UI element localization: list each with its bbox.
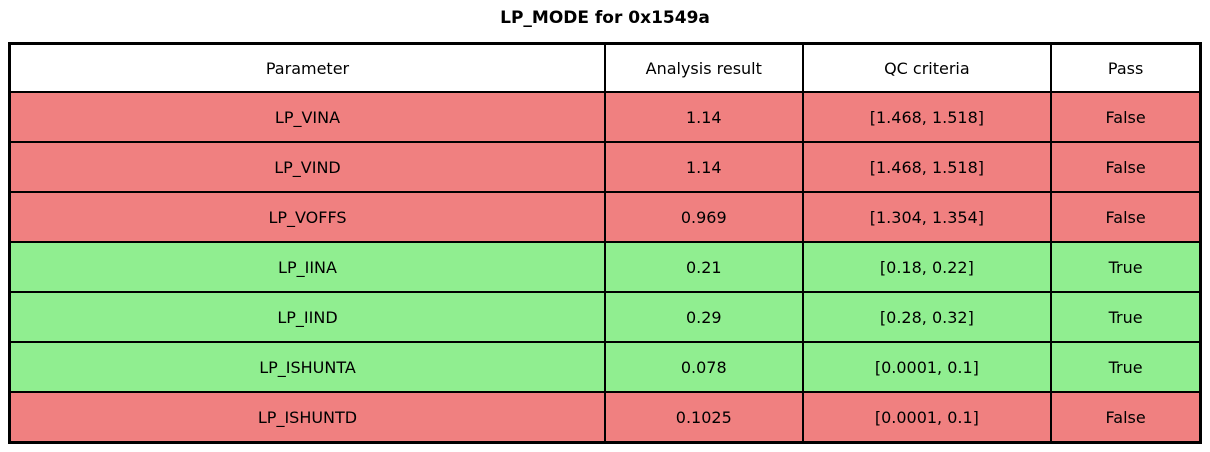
- result-cell: 0.21: [605, 242, 803, 292]
- parameter-cell: LP_IIND: [10, 292, 605, 342]
- result-cell: 1.14: [605, 92, 803, 142]
- column-header-parameter: Parameter: [10, 44, 605, 92]
- header-row: Parameter Analysis result QC criteria Pa…: [10, 44, 1200, 92]
- result-cell: 0.29: [605, 292, 803, 342]
- pass-cell: False: [1051, 92, 1200, 142]
- result-cell: 0.078: [605, 342, 803, 392]
- page-title: LP_MODE for 0x1549a: [500, 8, 710, 28]
- parameter-cell: LP_VOFFS: [10, 192, 605, 242]
- criteria-cell: [0.0001, 0.1]: [802, 342, 1052, 392]
- criteria-cell: [1.468, 1.518]: [802, 92, 1052, 142]
- criteria-cell: [1.468, 1.518]: [802, 142, 1052, 192]
- parameter-cell: LP_IINA: [10, 242, 605, 292]
- table-row: LP_VINA 1.14 [1.468, 1.518] False: [10, 92, 1200, 142]
- column-header-qc-criteria: QC criteria: [802, 44, 1052, 92]
- table-header: Parameter Analysis result QC criteria Pa…: [10, 44, 1200, 92]
- column-header-pass: Pass: [1051, 44, 1200, 92]
- parameter-cell: LP_ISHUNTD: [10, 392, 605, 442]
- table-row: LP_VOFFS 0.969 [1.304, 1.354] False: [10, 192, 1200, 242]
- parameter-cell: LP_ISHUNTA: [10, 342, 605, 392]
- criteria-cell: [1.304, 1.354]: [802, 192, 1052, 242]
- parameter-cell: LP_VIND: [10, 142, 605, 192]
- result-cell: 1.14: [605, 142, 803, 192]
- result-cell: 0.1025: [605, 392, 803, 442]
- table-row: LP_ISHUNTD 0.1025 [0.0001, 0.1] False: [10, 392, 1200, 442]
- criteria-cell: [0.0001, 0.1]: [802, 392, 1052, 442]
- criteria-cell: [0.28, 0.32]: [802, 292, 1052, 342]
- pass-cell: True: [1051, 242, 1200, 292]
- pass-cell: True: [1051, 342, 1200, 392]
- table-row: LP_IIND 0.29 [0.28, 0.32] True: [10, 292, 1200, 342]
- pass-cell: True: [1051, 292, 1200, 342]
- parameter-cell: LP_VINA: [10, 92, 605, 142]
- pass-cell: False: [1051, 392, 1200, 442]
- criteria-cell: [0.18, 0.22]: [802, 242, 1052, 292]
- table-row: LP_ISHUNTA 0.078 [0.0001, 0.1] True: [10, 342, 1200, 392]
- result-cell: 0.969: [605, 192, 803, 242]
- column-header-analysis-result: Analysis result: [605, 44, 803, 92]
- table-row: LP_VIND 1.14 [1.468, 1.518] False: [10, 142, 1200, 192]
- table-row: LP_IINA 0.21 [0.18, 0.22] True: [10, 242, 1200, 292]
- pass-cell: False: [1051, 192, 1200, 242]
- table-body: LP_VINA 1.14 [1.468, 1.518] False LP_VIN…: [10, 92, 1200, 442]
- pass-cell: False: [1051, 142, 1200, 192]
- qc-results-table: Parameter Analysis result QC criteria Pa…: [8, 42, 1202, 444]
